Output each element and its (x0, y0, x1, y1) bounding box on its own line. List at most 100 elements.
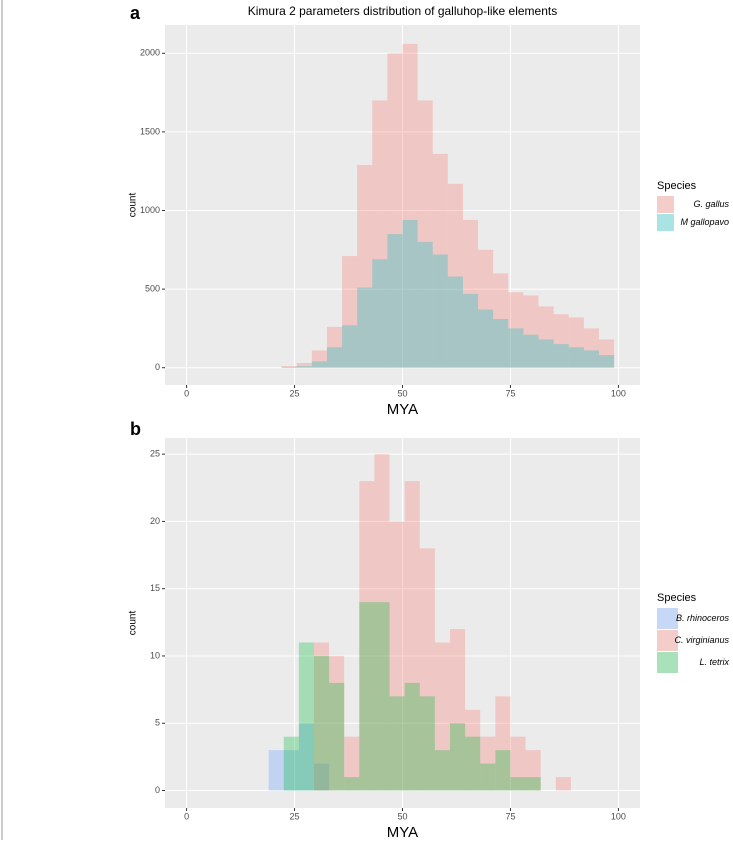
x-axis-label: MYA (387, 824, 418, 840)
histogram-bar (450, 629, 466, 791)
histogram-bar (357, 164, 373, 368)
legend-key (657, 630, 678, 651)
legend-key (657, 608, 678, 629)
histogram-bar (510, 777, 526, 791)
histogram-bar (387, 53, 403, 368)
legend-key-bg (657, 608, 678, 629)
histogram-bar (283, 736, 299, 791)
histogram-bar (296, 362, 312, 368)
x-tick-label: 75 (505, 388, 515, 398)
histogram-bar (495, 750, 511, 791)
histogram-bar (493, 318, 509, 368)
histogram-bar (447, 276, 463, 368)
histogram-bar (417, 100, 433, 368)
histogram-bar (508, 292, 524, 368)
histogram-bar (462, 293, 479, 368)
histogram-bar (495, 696, 511, 791)
legend-key-bg (657, 652, 678, 673)
histogram-bar (465, 709, 481, 791)
histogram-bar (583, 350, 599, 368)
histogram-bar (326, 347, 343, 368)
histogram-bar (404, 682, 420, 791)
histogram-bar (402, 219, 418, 368)
histogram-bar (313, 655, 330, 791)
legend-label: L. tetrix (699, 657, 729, 667)
histogram-bar (281, 366, 297, 368)
histogram-bar (372, 259, 388, 368)
x-tick-label: 0 (184, 811, 189, 821)
histogram-bar (313, 763, 330, 791)
histogram-bar (329, 655, 345, 791)
x-tick-label: 75 (505, 811, 515, 821)
histogram-bar (553, 314, 569, 368)
legend-key (657, 652, 678, 673)
y-tick-label: 500 (145, 283, 160, 293)
histogram-bar (268, 750, 284, 791)
legend-key-bg (657, 214, 674, 231)
histogram-bar (342, 325, 358, 368)
histogram-bar (538, 339, 554, 368)
histogram-bar (419, 696, 435, 791)
panel-label: a (130, 3, 141, 23)
x-tick-label: 25 (290, 388, 300, 398)
histogram-bar (359, 602, 375, 791)
histogram-bar (313, 642, 330, 791)
histogram-bar (598, 355, 615, 368)
histogram-bar (374, 602, 390, 791)
x-tick-label: 0 (184, 388, 189, 398)
histogram-bar (447, 183, 463, 368)
legend-label: M gallopavo (680, 217, 729, 227)
y-tick-label: 0 (155, 362, 160, 372)
x-tick-label: 50 (397, 388, 407, 398)
histogram-bar (510, 736, 526, 791)
histogram-bar (465, 736, 481, 791)
histogram-bar (523, 295, 539, 368)
histogram-bar (344, 777, 360, 791)
x-axis-label: MYA (387, 401, 418, 418)
histogram-bar (417, 241, 433, 368)
histogram-bar (296, 366, 312, 368)
histogram-bar (525, 777, 541, 791)
y-tick-label: 10 (150, 650, 160, 660)
histogram-bar (432, 254, 448, 368)
legend-label: B. rhinoceros (676, 613, 730, 623)
histogram-bar (480, 736, 496, 791)
histogram-bar (555, 777, 571, 791)
y-axis-label: count (128, 611, 139, 636)
histogram-bar (387, 234, 403, 368)
histogram-bar (342, 256, 358, 368)
x-tick-label: 25 (290, 811, 300, 821)
histogram-bar (372, 100, 388, 368)
y-tick-label: 1000 (140, 205, 160, 215)
histogram-bar (508, 328, 524, 368)
histogram-bar (298, 642, 314, 791)
histogram-bar (598, 339, 615, 368)
histogram-bar (462, 219, 479, 368)
histogram-bar (326, 326, 343, 368)
legend-key-bg (657, 630, 678, 651)
histogram-bar (523, 334, 539, 368)
legend-label: G. gallus (693, 199, 729, 209)
histogram-bar (298, 723, 314, 791)
chart-title: Kimura 2 parameters distribution of gall… (248, 4, 558, 18)
histogram-bar (568, 347, 584, 368)
legend-title: Species (657, 592, 697, 604)
histogram-bar (389, 521, 405, 791)
y-tick-label: 15 (150, 583, 160, 593)
y-tick-label: 20 (150, 516, 160, 526)
y-tick-label: 1500 (140, 126, 160, 136)
x-tick-label: 100 (611, 388, 626, 398)
histogram-bar (553, 344, 569, 368)
y-tick-label: 0 (155, 785, 160, 795)
histogram-bar (281, 366, 297, 368)
histogram-bar (480, 763, 496, 791)
histogram-bar (344, 736, 360, 791)
histogram-bar (478, 249, 494, 368)
panel-label: b (130, 419, 141, 439)
histogram-bar (493, 273, 509, 368)
histogram-bar (432, 153, 448, 368)
legend-title: Species (657, 180, 697, 192)
histogram-bar (359, 481, 375, 791)
histogram-bar (283, 750, 299, 791)
